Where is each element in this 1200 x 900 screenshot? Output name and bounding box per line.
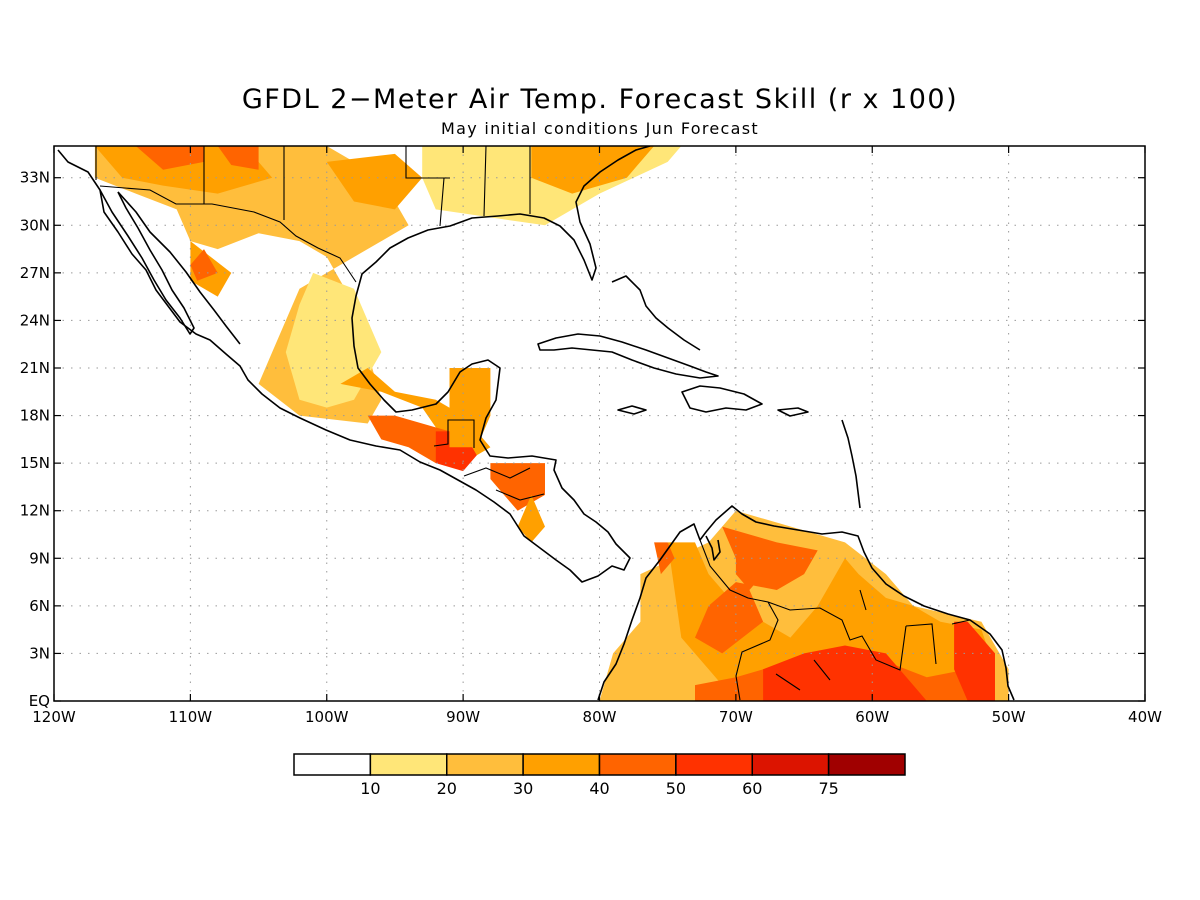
skill-shading (94, 146, 1009, 701)
coastline-cuba (537, 333, 719, 379)
skill-region-7 (135, 146, 204, 170)
coastline-south-america (597, 505, 1015, 701)
border-south-america (699, 539, 971, 701)
lat-tick-label: 18N (20, 407, 50, 425)
colorbar-swatch-2 (446, 753, 524, 776)
lat-tick-label: 15N (20, 454, 50, 472)
lat-tick-label: 27N (20, 264, 50, 282)
colorbar-swatch-5 (675, 753, 753, 776)
skill-region-9 (190, 249, 218, 281)
skill-region-23 (735, 534, 764, 590)
coastline-lesser-antilles (841, 419, 861, 509)
lat-tick-label: EQ (29, 692, 50, 710)
colorbar-swatch-0 (293, 753, 372, 776)
lon-tick-label: 110W (169, 708, 213, 726)
skill-region-14 (490, 463, 545, 511)
skill-region-20 (763, 645, 927, 701)
colorbar-label: 40 (589, 779, 609, 798)
lon-tick-label: 120W (32, 708, 76, 726)
skill-region-13 (449, 368, 491, 448)
chart-title: GFDL 2−Meter Air Temp. Forecast Skill (r… (241, 84, 959, 115)
colorbar-swatch-3 (522, 753, 601, 776)
skill-region-22 (654, 542, 675, 575)
coastline-americas (57, 146, 651, 583)
colorbar: 10 20 30 40 50 60 75 (293, 753, 906, 798)
colorbar-swatch-1 (369, 753, 448, 776)
lat-tick-label: 30N (20, 216, 50, 234)
skill-region-18 (695, 526, 818, 654)
lat-tick-label: 12N (20, 502, 50, 520)
skill-region-15 (517, 494, 545, 543)
lat-tick-label: 9N (29, 549, 50, 567)
skill-region-21 (954, 621, 995, 701)
lat-tick-label: 6N (29, 597, 50, 615)
colorbar-label: 60 (742, 779, 762, 798)
colorbar-label: 75 (818, 779, 838, 798)
colorbar-label: 20 (437, 779, 457, 798)
lon-tick-label: 60W (855, 708, 889, 726)
lon-tick-label: 100W (305, 708, 349, 726)
lat-tick-label: 24N (20, 311, 50, 329)
skill-region-8 (217, 146, 259, 170)
border-states (95, 146, 531, 227)
coastline-baja (99, 189, 195, 335)
colorbar-swatch-7 (827, 753, 906, 776)
skill-region-17 (667, 542, 995, 701)
coastline-puerto-rico (777, 407, 809, 417)
lon-tick-label: 70W (719, 708, 753, 726)
lon-tick-label: 80W (583, 708, 617, 726)
lon-tick-label: 40W (1128, 708, 1162, 726)
border-us-mexico (99, 185, 357, 283)
lat-tick-label: 33N (20, 169, 50, 187)
colorbar-label: 10 (360, 779, 380, 798)
coastline-hispaniola (681, 385, 763, 413)
colorbar-label: 30 (513, 779, 533, 798)
lat-tick-label: 3N (29, 644, 50, 662)
lat-tick-label: 21N (20, 359, 50, 377)
coastlines (57, 146, 1015, 701)
chart-subtitle: May initial conditions Jun Forecast (441, 119, 759, 138)
border-central-america (433, 419, 545, 501)
coastline-jamaica (617, 405, 647, 415)
colorbar-swatch-6 (751, 753, 830, 776)
coastline-gulf-california (117, 191, 241, 345)
skill-region-1 (285, 272, 382, 408)
colorbar-swatch-4 (598, 753, 677, 776)
political-borders (95, 146, 971, 701)
lon-tick-label: 50W (992, 708, 1026, 726)
colorbar-label: 50 (666, 779, 686, 798)
coastline-lake-maracaibo (705, 535, 721, 561)
gridlines (54, 146, 1145, 701)
coastline-bahamas (611, 275, 701, 351)
skill-region-4 (326, 153, 423, 210)
lon-tick-label: 90W (446, 708, 480, 726)
